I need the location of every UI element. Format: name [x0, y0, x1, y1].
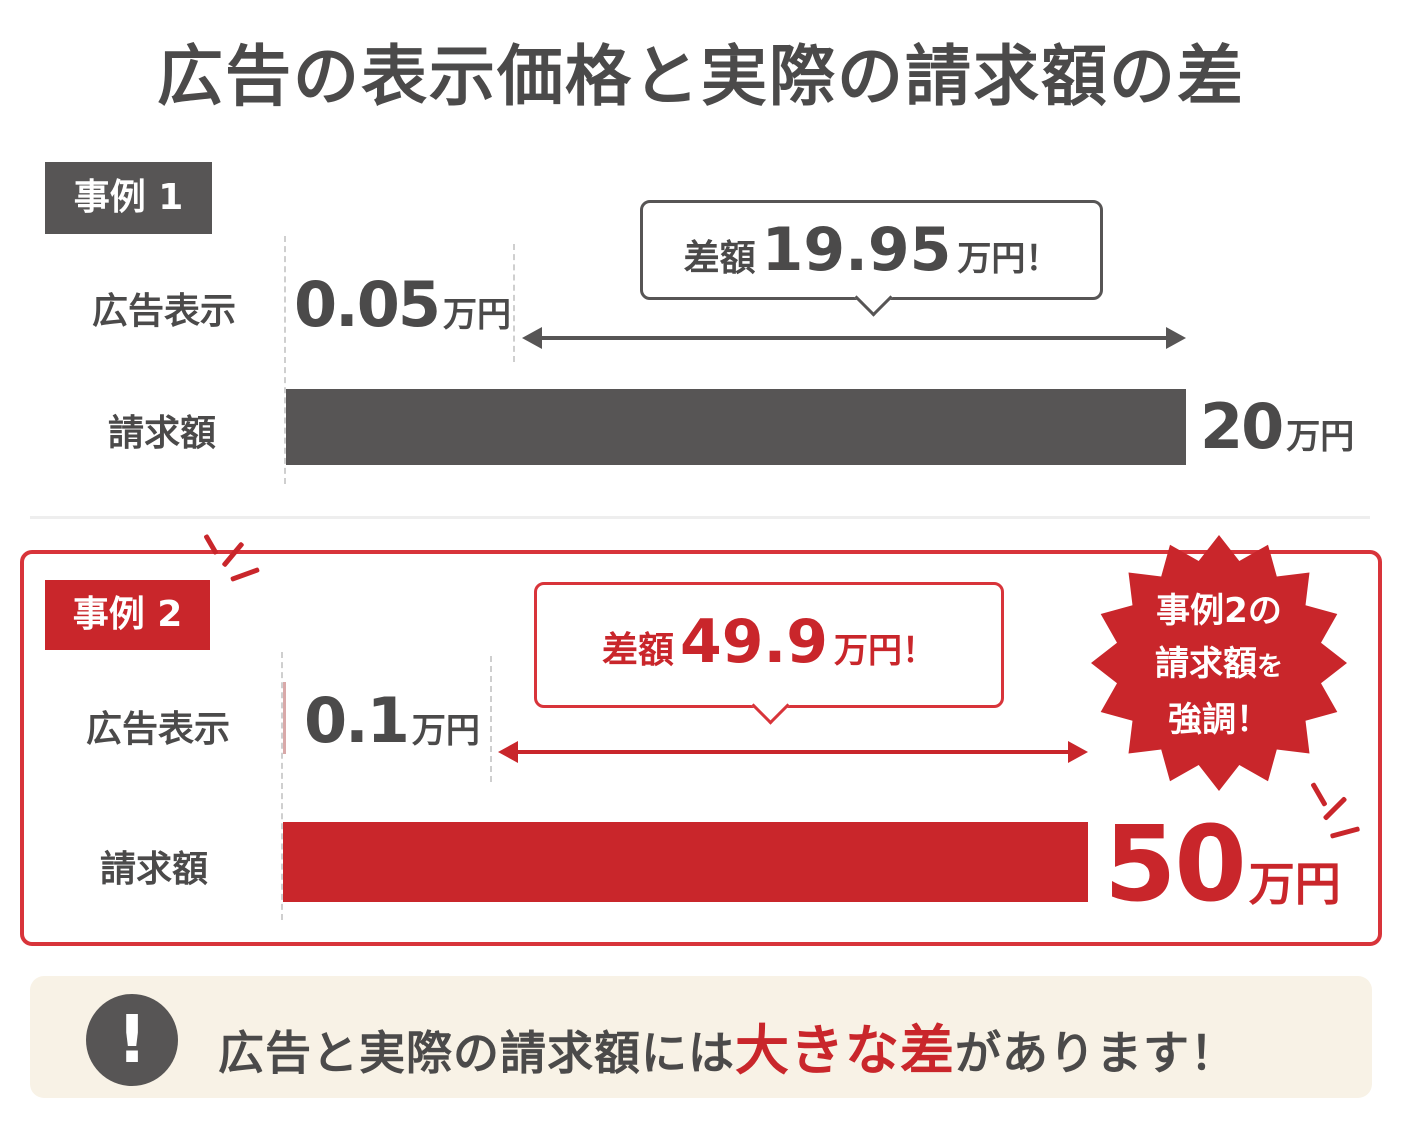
- case1-bill-unit: 万円: [1286, 417, 1355, 457]
- conclusion-text: 広告と実際の請求額には大きな差があります！: [218, 1006, 1237, 1085]
- case1-ad-label: 広告表示: [92, 291, 237, 332]
- starburst-text: 事例2の 請求額を 強調！: [1088, 585, 1350, 747]
- case1-difference-bubble: 差額 19.95 万円！: [640, 200, 1103, 317]
- case2-difference-value: 49.9: [679, 607, 829, 677]
- case2-ad-amount: 0.1 万円: [304, 690, 480, 752]
- starburst-line2a: 請求額: [1154, 644, 1257, 684]
- case2-difference-unit: 万円: [834, 631, 903, 671]
- case2-difference-suffix: ！: [902, 631, 937, 671]
- case1-bill-value: 20: [1200, 390, 1284, 463]
- case2-difference-bubble: 差額 49.9 万円！: [534, 582, 1004, 725]
- case2-ad-unit: 万円: [411, 711, 480, 751]
- case1-ad-guide: [513, 244, 515, 362]
- conclusion-text-after: があります！: [955, 1026, 1237, 1080]
- case1-ad-unit: 万円: [442, 295, 511, 335]
- starburst-line3: 強調！: [1168, 700, 1270, 740]
- case2-bill-value: 50: [1104, 803, 1247, 925]
- conclusion-text-before: 広告と実際の請求額には: [218, 1026, 735, 1080]
- conclusion-banner: [30, 976, 1372, 1098]
- conclusion-highlight: 大きな差: [735, 1019, 955, 1082]
- case1-difference-value: 19.95: [761, 215, 952, 285]
- starburst-line2b: を: [1256, 652, 1283, 682]
- case1-difference-suffix: ！: [1025, 239, 1060, 279]
- starburst-line2: 請求額を: [1088, 638, 1350, 694]
- starburst-line1: 事例2の: [1156, 591, 1282, 631]
- chart-title: 広告の表示価格と実際の請求額の差: [157, 38, 1245, 115]
- case2-ad-guide: [490, 656, 492, 782]
- exclamation-icon: !: [86, 994, 178, 1086]
- case2-bill-label: 請求額: [100, 849, 209, 890]
- section-divider: [30, 516, 1370, 519]
- case2-bill-unit: 万円: [1248, 857, 1341, 911]
- case1-baseline: [284, 236, 286, 484]
- case2-tag: 事例 2: [45, 580, 210, 650]
- case2-ad-value: 0.1: [304, 684, 410, 757]
- case2-ad-label: 広告表示: [86, 709, 231, 750]
- case1-ad-amount: 0.05 万円: [294, 274, 511, 336]
- case2-bill-amount: 50万円: [1104, 812, 1341, 916]
- case1-difference-label: 差額: [683, 238, 756, 279]
- case1-tag: 事例 1: [45, 162, 212, 234]
- case2-difference-label: 差額: [601, 630, 674, 671]
- case2-bill-bar: [283, 822, 1088, 902]
- emphasis-starburst: [1091, 535, 1347, 791]
- case1-ad-value: 0.05: [294, 268, 441, 341]
- case1-bill-amount: 20 万円: [1200, 396, 1354, 458]
- case2-baseline: [281, 652, 283, 920]
- starburst-shape: [1091, 535, 1347, 791]
- case1-difference-unit: 万円: [957, 239, 1026, 279]
- case1-bill-bar: [286, 389, 1186, 465]
- case2-ad-bar: [283, 682, 287, 754]
- case1-bill-label: 請求額: [108, 413, 217, 454]
